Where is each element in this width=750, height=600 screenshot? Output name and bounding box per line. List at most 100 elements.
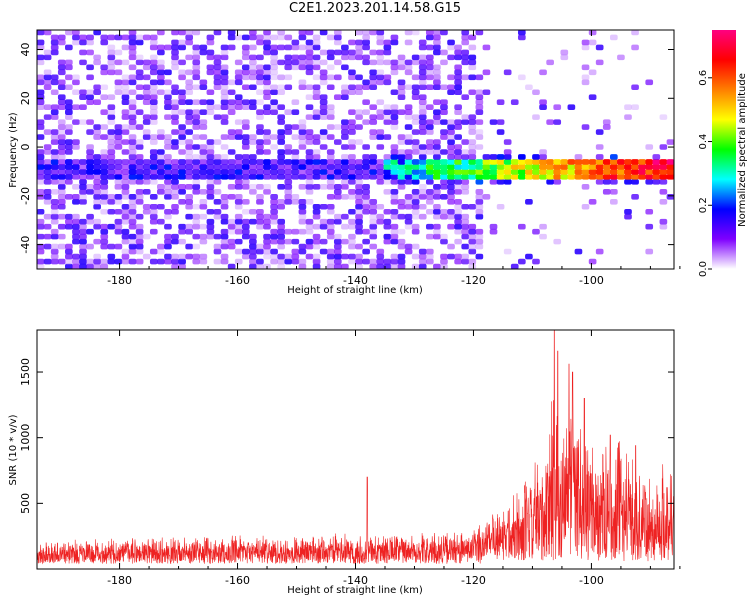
heatmap-cell: [157, 69, 165, 76]
heatmap-cell: [213, 174, 222, 180]
heatmap-cell: [454, 208, 462, 215]
heatmap-cell: [489, 164, 498, 170]
heatmap-cell: [270, 74, 278, 81]
heatmap-cell: [369, 258, 378, 265]
x-tick-label: -140: [343, 274, 368, 287]
heatmap-cell: [37, 79, 45, 86]
heatmap-cell: [128, 30, 137, 36]
heatmap-cell: [298, 129, 307, 135]
heatmap-cell: [397, 54, 406, 61]
heatmap-cell: [199, 213, 208, 220]
heatmap-cell: [532, 154, 540, 160]
heatmap-cell: [355, 169, 363, 175]
heatmap-cell: [37, 134, 45, 140]
heatmap-cell: [341, 49, 349, 56]
heatmap-cell: [532, 114, 540, 120]
heatmap-cell: [37, 208, 45, 215]
heatmap-cell: [326, 114, 335, 120]
heatmap-cell: [114, 194, 123, 200]
heatmap-cell: [50, 159, 59, 165]
heatmap-cell: [475, 30, 484, 36]
heatmap-cell: [37, 194, 45, 200]
heatmap-cell: [263, 79, 271, 86]
heatmap-cell: [348, 223, 356, 230]
heatmap-cell: [305, 104, 314, 110]
heatmap-cell: [433, 223, 441, 230]
heatmap-cell: [157, 218, 165, 225]
heatmap-cell: [220, 203, 229, 210]
heatmap-cell: [489, 223, 498, 230]
heatmap-cell: [57, 203, 66, 210]
heatmap-cell: [433, 174, 441, 180]
heatmap-cell: [199, 134, 208, 140]
heatmap-cell: [234, 159, 243, 165]
heatmap-cell: [447, 134, 455, 140]
heatmap-cell: [397, 59, 406, 66]
heatmap-cell: [567, 174, 576, 180]
heatmap-cell: [65, 144, 73, 150]
heatmap-cell: [241, 104, 250, 110]
heatmap-cell: [149, 228, 158, 235]
heatmap-cell: [454, 223, 462, 230]
heatmap-cell: [263, 44, 271, 51]
heatmap-cell: [256, 39, 264, 46]
heatmap-cell: [645, 79, 654, 86]
heatmap-cell: [333, 248, 342, 255]
heatmap-cell: [249, 208, 257, 215]
heatmap-cell: [50, 139, 59, 145]
heatmap-cell: [376, 174, 385, 180]
heatmap-cell: [107, 223, 116, 230]
heatmap-cell: [475, 74, 484, 81]
heatmap-cell: [631, 174, 639, 180]
heatmap-cell: [234, 129, 243, 135]
heatmap-cell: [79, 39, 87, 46]
heatmap-cell: [461, 228, 470, 235]
heatmap-cell: [383, 164, 392, 170]
heatmap-cell: [79, 194, 87, 200]
heatmap-cell: [440, 30, 448, 36]
heatmap-cell: [326, 174, 335, 180]
heatmap-cell: [178, 184, 186, 190]
heatmap-cell: [185, 149, 194, 155]
heatmap-cell: [475, 253, 484, 260]
heatmap-cell: [227, 184, 236, 190]
heatmap-cell: [397, 139, 406, 145]
heatmap-cell: [164, 159, 172, 165]
heatmap-cell: [256, 109, 264, 115]
heatmap-cell: [440, 258, 448, 265]
heatmap-cell: [362, 44, 370, 51]
heatmap-cell: [461, 49, 470, 56]
heatmap-cell: [270, 84, 278, 91]
heatmap-cell: [107, 159, 116, 165]
heatmap-cell: [333, 194, 342, 200]
heatmap-cell: [142, 114, 151, 120]
heatmap-cell: [149, 119, 158, 125]
heatmap-cell: [178, 164, 186, 170]
heatmap-cell: [341, 89, 349, 96]
heatmap-cell: [65, 169, 73, 175]
heatmap-cell: [270, 203, 278, 210]
heatmap-cell: [333, 124, 342, 130]
heatmap-cell: [72, 89, 80, 96]
heatmap-cell: [468, 44, 477, 51]
heatmap-cell: [553, 179, 562, 185]
heatmap-cell: [65, 114, 73, 120]
heatmap-cell: [65, 109, 73, 115]
heatmap-cell: [326, 134, 335, 140]
heatmap-cell: [397, 243, 406, 250]
heatmap-cell: [369, 213, 378, 220]
heatmap-cell: [482, 164, 491, 170]
heatmap-cell: [149, 44, 158, 51]
heatmap-cell: [341, 194, 349, 200]
heatmap-cell: [298, 79, 307, 86]
heatmap-cell: [100, 84, 109, 91]
heatmap-cell: [326, 179, 335, 185]
heatmap-cell: [348, 119, 356, 125]
heatmap-cell: [284, 129, 293, 135]
heatmap-cell: [383, 179, 392, 185]
heatmap-cell: [86, 144, 94, 150]
heatmap-cell: [185, 164, 194, 170]
heatmap-cell: [397, 154, 406, 160]
heatmap-cell: [57, 69, 66, 76]
heatmap-cell: [277, 89, 286, 96]
